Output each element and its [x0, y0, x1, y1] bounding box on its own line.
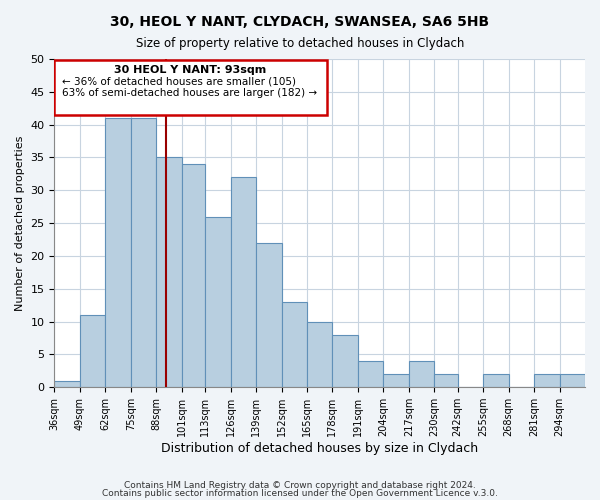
Bar	[80, 315, 106, 387]
Text: 30, HEOL Y NANT, CLYDACH, SWANSEA, SA6 5HB: 30, HEOL Y NANT, CLYDACH, SWANSEA, SA6 5…	[110, 15, 490, 29]
Bar	[434, 374, 458, 387]
Text: ← 36% of detached houses are smaller (105): ← 36% of detached houses are smaller (10…	[62, 76, 296, 86]
Bar	[156, 158, 182, 387]
Bar	[383, 374, 409, 387]
Bar	[205, 216, 230, 387]
Bar	[256, 243, 281, 387]
Bar	[332, 334, 358, 387]
Bar	[409, 361, 434, 387]
Bar	[560, 374, 585, 387]
Bar	[281, 302, 307, 387]
Text: 63% of semi-detached houses are larger (182) →: 63% of semi-detached houses are larger (…	[62, 88, 317, 98]
Bar	[131, 118, 156, 387]
Bar	[230, 177, 256, 387]
Bar	[106, 118, 131, 387]
Text: 30 HEOL Y NANT: 93sqm: 30 HEOL Y NANT: 93sqm	[115, 64, 266, 74]
Bar	[483, 374, 509, 387]
Bar	[534, 374, 560, 387]
Text: Size of property relative to detached houses in Clydach: Size of property relative to detached ho…	[136, 38, 464, 51]
Bar	[55, 380, 80, 387]
X-axis label: Distribution of detached houses by size in Clydach: Distribution of detached houses by size …	[161, 442, 478, 455]
Y-axis label: Number of detached properties: Number of detached properties	[15, 136, 25, 311]
Bar	[358, 361, 383, 387]
Bar	[55, 60, 326, 115]
Bar	[307, 322, 332, 387]
Text: Contains public sector information licensed under the Open Government Licence v.: Contains public sector information licen…	[102, 489, 498, 498]
Bar	[182, 164, 205, 387]
Text: Contains HM Land Registry data © Crown copyright and database right 2024.: Contains HM Land Registry data © Crown c…	[124, 480, 476, 490]
